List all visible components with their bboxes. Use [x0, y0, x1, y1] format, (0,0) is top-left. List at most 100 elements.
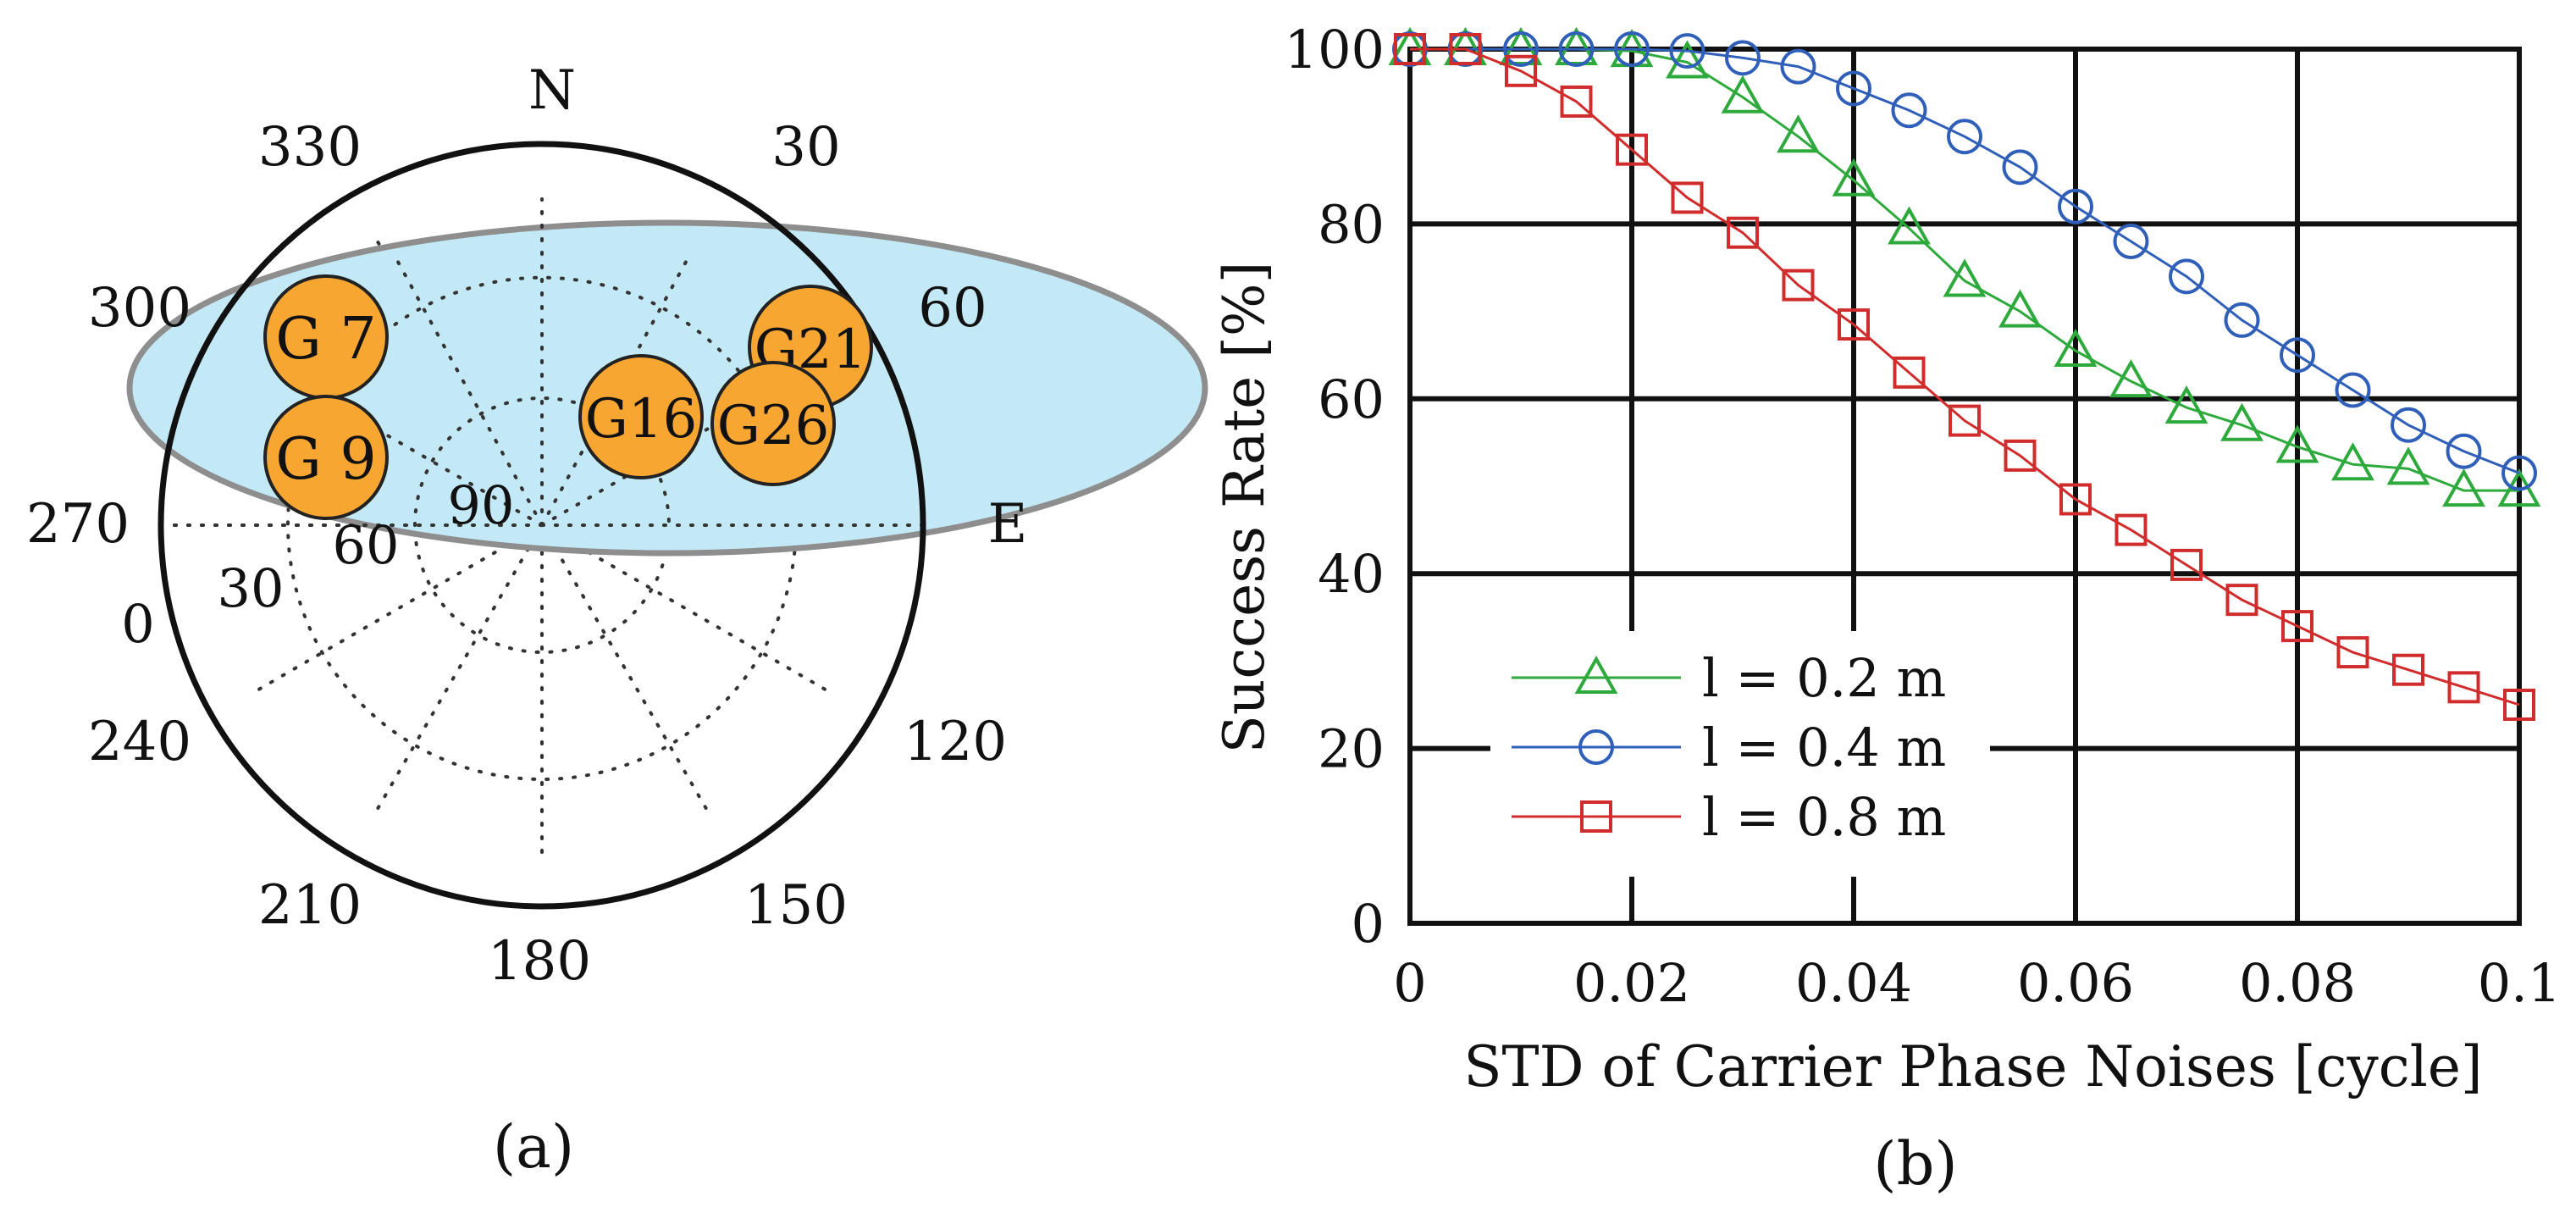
x-tick-label: 0 — [1393, 952, 1426, 1014]
data-point-triangle — [1832, 158, 1876, 197]
data-point-circle — [2280, 337, 2315, 374]
satellite-label: G 7 — [275, 306, 376, 373]
satellite-marker — [263, 395, 389, 520]
data-point-circle — [2224, 302, 2260, 338]
data-point-square — [1727, 216, 1759, 249]
y-tick-label: 100 — [1285, 19, 1385, 80]
azimuth-label-210: 210 — [258, 874, 362, 937]
azimuth-label-240: 240 — [88, 711, 191, 773]
data-point-triangle — [2164, 385, 2208, 424]
data-point-square — [2059, 483, 2092, 516]
azimuth-label-330: 330 — [258, 116, 362, 179]
data-point-square — [1580, 800, 1612, 833]
x-tick-label: 0.1 — [2478, 952, 2562, 1014]
data-point-square — [1893, 356, 1926, 389]
y-tick-label: 0 — [1352, 893, 1385, 955]
x-tick-label: 0.06 — [2017, 952, 2134, 1014]
data-point-triangle — [1666, 40, 1709, 79]
data-point-square — [2225, 584, 2258, 617]
satellite-g26: G26 — [710, 361, 836, 486]
panel-a-caption: (a) — [493, 1112, 574, 1182]
data-point-square — [2170, 548, 2203, 581]
data-point-square — [1449, 33, 1482, 65]
data-point-circle — [1558, 31, 1595, 67]
elevation-label-0: 0 — [121, 593, 154, 655]
data-point-square — [1560, 85, 1593, 118]
legend-label: l = 0.4 m — [1702, 717, 1946, 778]
legend-entry: l = 0.2 m — [1512, 647, 1946, 709]
data-point-square — [1505, 54, 1537, 87]
data-point-triangle — [1574, 655, 1618, 694]
data-point-square — [2392, 653, 2424, 686]
data-point-triangle — [2220, 402, 2264, 441]
x-tick-label: 0.02 — [1573, 952, 1690, 1014]
satellite-g7: G 7 — [263, 274, 389, 400]
satellite-label: G 9 — [275, 426, 376, 493]
series-line — [1410, 47, 2520, 474]
data-point-circle — [2335, 372, 2371, 408]
azimuth-label-60: 60 — [918, 277, 987, 340]
data-point-circle — [1578, 729, 1614, 765]
azimuth-label-180: 180 — [488, 930, 591, 993]
y-axis-ticks: 0 20 40 60 80 100 — [1285, 19, 1385, 955]
elevation-label-90: 90 — [448, 474, 515, 536]
data-point-circle — [1947, 119, 1982, 155]
y-tick-label: 80 — [1318, 193, 1385, 255]
data-point-circle — [2169, 258, 2204, 295]
azimuth-label-300: 300 — [88, 277, 191, 340]
data-point-circle — [1503, 31, 1539, 67]
data-point-triangle — [1721, 75, 1765, 114]
satellite-marker — [710, 361, 836, 486]
x-tick-label: 0.08 — [2239, 952, 2356, 1014]
data-point-circle — [2002, 149, 2038, 186]
data-point-circle — [1725, 40, 1761, 76]
data-point-circle — [2501, 455, 2537, 491]
data-point-triangle — [1943, 258, 1987, 297]
legend-entry: l = 0.4 m — [1512, 717, 1946, 778]
series-line — [1410, 47, 2520, 706]
data-point-triangle — [2497, 468, 2541, 507]
data-point-square — [1671, 181, 1704, 214]
data-point-triangle — [2109, 359, 2153, 398]
data-point-square — [2447, 671, 2480, 704]
data-point-circle — [2113, 224, 2149, 260]
data-point-circle — [1780, 48, 1816, 85]
data-point-triangle — [1998, 289, 2042, 328]
data-point-square — [2004, 439, 2037, 472]
data-point-triangle — [2442, 468, 2485, 507]
data-point-triangle — [1777, 114, 1820, 153]
data-point-circle — [2446, 433, 2482, 469]
data-point-triangle — [2386, 446, 2430, 485]
legend-label: l = 0.8 m — [1702, 786, 1946, 848]
data-point-triangle — [1888, 206, 1931, 245]
data-point-triangle — [2331, 442, 2374, 481]
data-point-circle — [1669, 33, 1705, 69]
x-axis-label: STD of Carrier Phase Noises [cycle] — [1463, 1034, 2482, 1099]
panel-b-caption: (b) — [1873, 1129, 1957, 1199]
x-tick-label: 0.04 — [1795, 952, 1912, 1014]
data-point-square — [2503, 689, 2535, 721]
satellite-marker — [578, 354, 704, 479]
success-rate-chart: 0 0.02 0.04 0.06 0.08 0.1 0 20 40 60 80 100 STD of… — [1212, 19, 2561, 1199]
data-point-circle — [1836, 70, 1871, 107]
north-label: N — [528, 59, 576, 122]
east-label: E — [988, 493, 1028, 556]
elevation-label-30: 30 — [218, 557, 285, 619]
data-point-square — [1394, 33, 1426, 65]
azimuth-label-270: 270 — [26, 493, 130, 556]
legend-background — [1490, 631, 1990, 877]
satellite-g9: G 9 — [263, 395, 389, 520]
data-point-circle — [1891, 92, 1927, 129]
legend-entry: l = 0.8 m — [1512, 786, 1946, 848]
satellite-label: G26 — [717, 395, 830, 457]
data-point-square — [2281, 610, 2313, 643]
data-point-circle — [2058, 188, 2093, 224]
azimuth-label-30: 30 — [771, 116, 840, 179]
chart-legend: l = 0.2 m l = 0.4 m l = 0.8 m — [1512, 647, 1946, 848]
elevation-label-60: 60 — [333, 514, 400, 576]
azimuth-label-150: 150 — [744, 874, 848, 937]
data-point-circle — [2391, 407, 2426, 443]
x-axis-ticks: 0 0.02 0.04 0.06 0.08 0.1 — [1393, 952, 2561, 1014]
azimuth-label-120: 120 — [904, 711, 1007, 773]
